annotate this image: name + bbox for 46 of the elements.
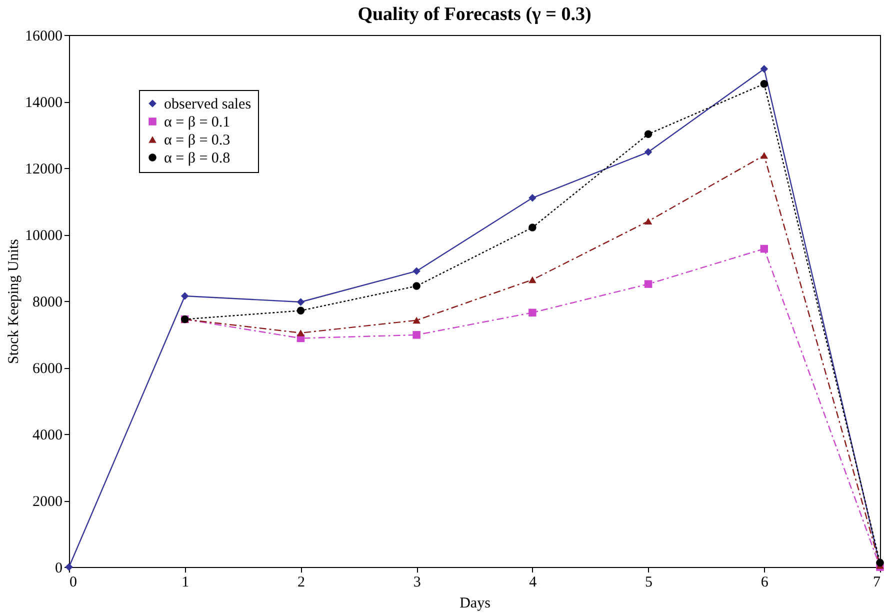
point [760,65,768,73]
y-tick-label: 16000 [25,28,62,44]
x-tick-label: 3 [413,574,421,590]
point [412,331,420,339]
x-tick-label: 2 [297,574,305,590]
y-tick-label: 6000 [32,361,62,377]
y-tick-label: 4000 [32,428,62,444]
point [760,244,768,253]
chart-title: Quality of Forecasts (γ = 0.3) [358,4,592,25]
point [528,276,536,284]
legend-label: observed sales [164,96,252,112]
point [644,148,652,156]
point [644,280,652,288]
y-tick-label: 10000 [25,228,62,244]
x-tick-label: 7 [873,574,881,590]
x-axis-title: Days [460,596,491,612]
y-axis-title: Stock Keeping Units [6,238,22,364]
point [644,218,652,225]
point [180,292,189,300]
point [528,224,536,232]
legend-label: α = β = 0.3 [164,132,230,148]
x-tick-label: 5 [645,574,653,590]
legend-label: α = β = 0.1 [164,114,230,130]
y-tick-label: 14000 [25,95,62,111]
point [296,330,305,336]
x-tick-label: 6 [760,574,769,590]
x-tick-label: 4 [529,574,538,590]
point [528,308,536,317]
point [412,282,420,290]
point [296,298,305,306]
point [65,563,73,571]
point [644,130,652,138]
point [876,558,884,567]
point [528,194,536,202]
point [760,152,768,159]
legend-label: α = β = 0.8 [164,150,230,166]
point [412,267,420,275]
y-tick-label: 8000 [32,294,62,310]
y-tick-label: 12000 [25,162,62,178]
point [296,306,305,315]
y-tick-label: 0 [55,560,62,576]
y-tick-label: 2000 [32,494,62,510]
x-tick-label: 0 [70,574,77,590]
x-tick-label: 1 [182,574,190,590]
point [760,80,768,88]
point [412,316,420,324]
